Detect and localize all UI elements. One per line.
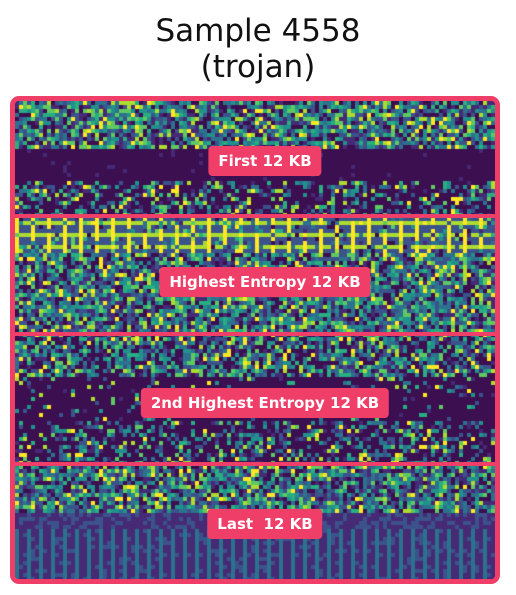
- section-divider-3: [15, 462, 495, 466]
- chart-title-line2: (trojan): [200, 49, 316, 85]
- byte-heatmap: [15, 101, 495, 579]
- section-label-first: First 12 KB: [208, 146, 322, 176]
- section-divider-2: [15, 332, 495, 336]
- section-label-second-highest-entropy: 2nd Highest Entropy 12 KB: [140, 388, 390, 418]
- section-label-highest-entropy: Highest Entropy 12 KB: [159, 267, 371, 297]
- byte-map-frame: First 12 KB Highest Entropy 12 KB 2nd Hi…: [10, 96, 500, 584]
- section-divider-1: [15, 214, 495, 218]
- section-label-last: Last 12 KB: [207, 509, 323, 539]
- chart-title-line1: Sample 4558: [155, 13, 361, 49]
